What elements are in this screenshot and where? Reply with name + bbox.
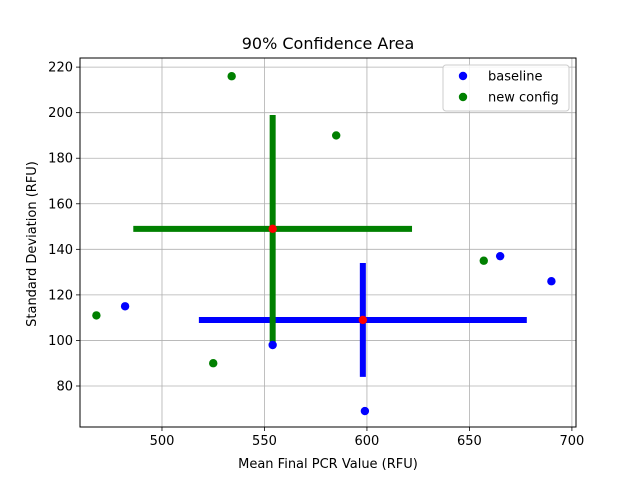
data-point <box>547 277 556 286</box>
legend-box <box>442 64 570 112</box>
x-tick-label: 600 <box>355 434 380 449</box>
x-tick-label: 700 <box>559 434 584 449</box>
y-tick-label: 160 <box>48 197 73 212</box>
y-tick-label: 140 <box>48 243 73 258</box>
data-points <box>92 72 556 416</box>
y-tick-label: 220 <box>48 61 73 76</box>
y-tick-label: 80 <box>56 380 73 395</box>
data-point <box>227 72 236 81</box>
confidence-intervals <box>133 114 527 377</box>
x-tick-label: 650 <box>457 434 482 449</box>
y-tick-label: 200 <box>48 106 73 121</box>
legend-marker <box>458 71 468 81</box>
center-point <box>358 315 368 325</box>
y-tick-label: 100 <box>48 334 73 349</box>
data-point <box>331 131 341 140</box>
data-point <box>495 251 505 261</box>
grid-lines <box>80 58 576 427</box>
y-tick-label: 120 <box>48 288 73 303</box>
legend-marker <box>458 92 468 102</box>
y-axis: 80 100 120 140 160 180 200 220 <box>48 61 80 395</box>
chart-title: 90% Confidence Area <box>242 34 415 53</box>
center-point <box>268 224 277 234</box>
x-axis-title: Mean Final PCR Value (RFU) <box>238 457 418 472</box>
x-tick-label: 500 <box>150 434 175 449</box>
data-point <box>360 406 370 416</box>
legend-label: new config <box>488 91 559 106</box>
data-point <box>92 311 101 320</box>
data-point <box>268 340 277 350</box>
data-point <box>120 302 130 311</box>
y-tick-label: 180 <box>48 152 73 167</box>
x-tick-label: 550 <box>252 434 277 449</box>
y-axis-title: Standard Deviation (RFU) <box>25 161 40 327</box>
data-point <box>479 256 488 265</box>
plot-frame <box>79 57 577 428</box>
x-axis: 500 550 600 650 700 <box>150 427 584 449</box>
legend: baseline new config <box>442 64 570 112</box>
legend-label: baseline <box>488 70 542 85</box>
data-point <box>209 359 218 368</box>
center-points <box>268 224 368 325</box>
